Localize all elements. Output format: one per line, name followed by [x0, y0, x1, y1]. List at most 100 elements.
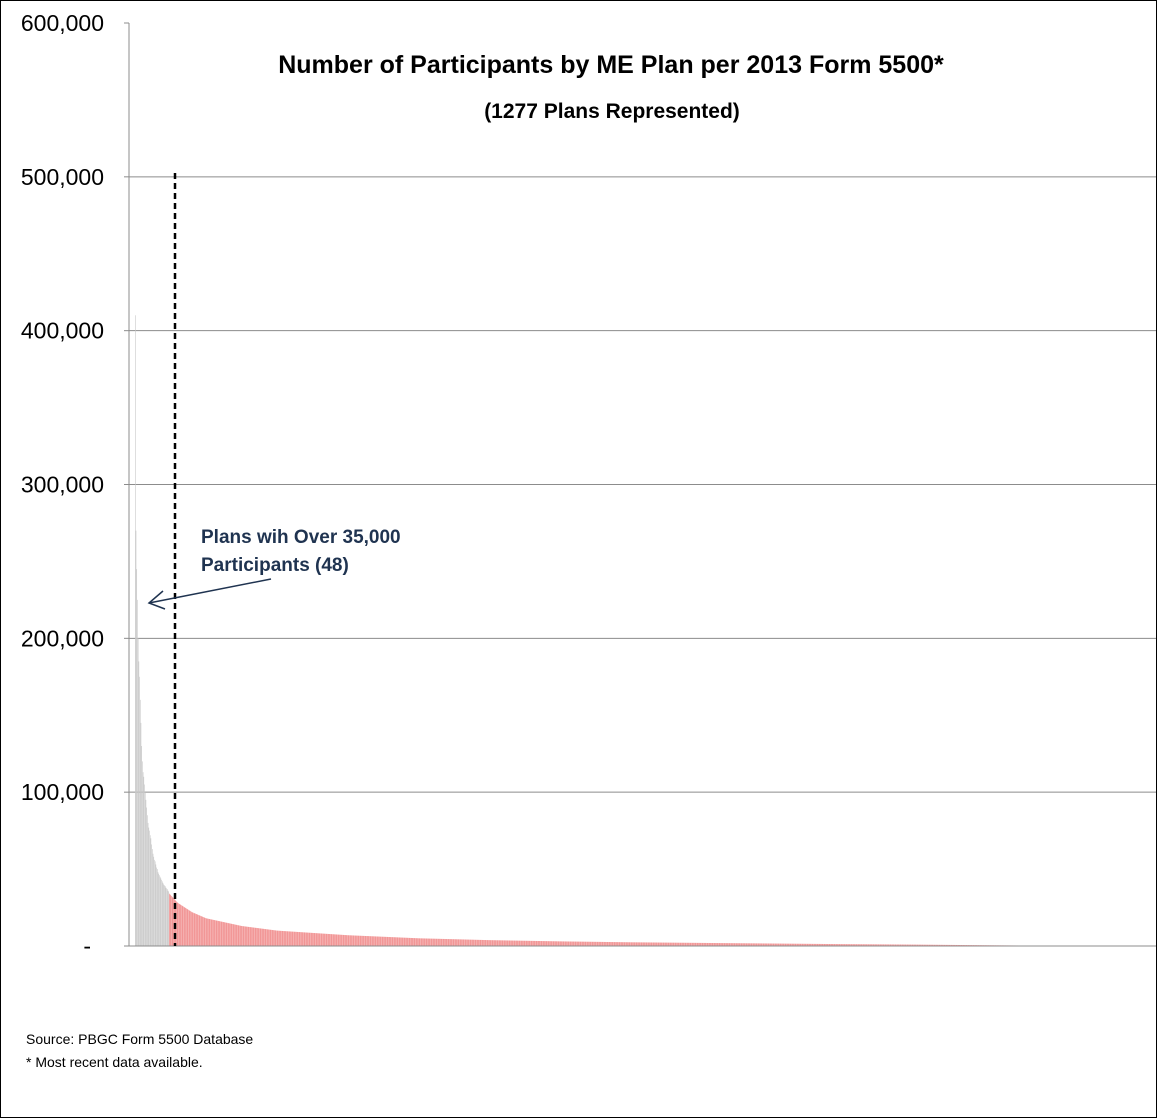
- small-plan-bar: [633, 942, 634, 946]
- small-plan-bar: [442, 938, 443, 946]
- small-plan-bar: [306, 932, 308, 946]
- small-plan-bar: [680, 942, 682, 946]
- small-plan-bar: [335, 934, 336, 946]
- small-plan-bar: [843, 944, 845, 946]
- small-plan-bar: [218, 921, 220, 946]
- small-plan-bar: [710, 942, 711, 946]
- small-plan-bar: [598, 941, 599, 946]
- small-plan-bar: [298, 932, 299, 946]
- small-plan-bar: [542, 941, 544, 946]
- small-plan-bar: [580, 941, 582, 946]
- small-plan-bar: [262, 928, 263, 946]
- small-plan-bar: [572, 941, 573, 946]
- small-plan-bar: [740, 943, 741, 946]
- small-plan-bar: [462, 939, 463, 946]
- small-plan-bar: [229, 923, 230, 946]
- small-plan-bar: [788, 943, 790, 946]
- small-plan-bar: [767, 943, 769, 946]
- small-plan-bar: [546, 941, 548, 946]
- small-plan-bar: [225, 922, 227, 946]
- small-plan-bar: [364, 935, 365, 946]
- small-plan-bar: [242, 926, 244, 946]
- small-plan-bar: [564, 941, 566, 946]
- small-plan-bar: [362, 935, 364, 946]
- small-plan-bar: [169, 894, 171, 946]
- small-plan-bar: [542, 941, 543, 946]
- small-plan-bar: [489, 940, 491, 946]
- small-plan-bar: [955, 944, 956, 946]
- small-plan-bar: [756, 943, 758, 946]
- small-plan-bar: [375, 936, 377, 946]
- small-plan-bar: [525, 940, 526, 946]
- small-plan-bar: [520, 940, 521, 946]
- small-plan-bar: [786, 943, 787, 946]
- small-plan-bar: [342, 934, 344, 946]
- small-plan-bar: [467, 939, 469, 946]
- small-plan-bar: [561, 941, 562, 946]
- small-plan-bar: [718, 943, 719, 946]
- small-plan-bar: [425, 938, 427, 946]
- small-plan-bar: [846, 944, 848, 946]
- small-plan-bar: [769, 943, 770, 946]
- small-plan-bar: [592, 941, 594, 946]
- small-plan-bar: [826, 944, 828, 946]
- small-plan-bar: [562, 941, 564, 946]
- small-plan-bar: [752, 943, 753, 946]
- small-plan-bar: [494, 940, 496, 946]
- small-plan-bar: [548, 941, 550, 946]
- small-plan-bar: [406, 937, 407, 946]
- small-plan-bar: [865, 944, 866, 946]
- small-plan-bar: [462, 939, 464, 946]
- small-plan-bar: [301, 932, 302, 946]
- small-plan-bar: [932, 944, 934, 946]
- small-plan-bar: [210, 919, 211, 946]
- small-plan-bar: [472, 939, 473, 946]
- small-plan-bar: [627, 942, 628, 946]
- small-plan-bar: [586, 941, 588, 946]
- small-plan-bar: [655, 942, 656, 946]
- small-plan-bar: [746, 943, 748, 946]
- small-plan-bar: [833, 944, 835, 946]
- small-plan-bar: [606, 941, 607, 946]
- small-plan-bar: [277, 930, 279, 946]
- annotation-line-2: Participants (48): [201, 555, 349, 576]
- small-plan-bar: [837, 944, 838, 946]
- small-plan-bar: [922, 944, 924, 946]
- small-plan-bar: [237, 925, 239, 946]
- small-plan-bar: [824, 943, 826, 946]
- small-plan-bar: [918, 944, 920, 946]
- small-plan-bar: [426, 938, 428, 946]
- small-plan-bar: [501, 940, 503, 946]
- small-plan-bar: [325, 933, 326, 946]
- small-plan-bar: [288, 931, 290, 946]
- small-plan-bar: [275, 930, 277, 946]
- small-plan-bar: [629, 942, 631, 946]
- annotation-arrow-icon: [147, 578, 272, 610]
- small-plan-bar: [457, 939, 459, 946]
- small-plan-bar: [876, 944, 877, 946]
- small-plan-bar: [909, 944, 911, 946]
- small-plan-bar: [433, 938, 435, 946]
- small-plan-bar: [926, 944, 927, 946]
- small-plan-bar: [869, 944, 870, 946]
- large-plan-bar: [158, 873, 160, 946]
- small-plan-bar: [381, 936, 382, 946]
- small-plan-bar: [811, 943, 813, 946]
- small-plan-bar: [527, 940, 528, 946]
- small-plan-bar: [200, 915, 201, 946]
- small-plan-bar: [821, 943, 822, 946]
- y-axis-tick-labels: - 100,000 200,000 300,000 400,000 500,000 600,…: [21, 10, 104, 959]
- small-plan-bar: [419, 938, 421, 946]
- small-plan-bar: [410, 937, 412, 946]
- small-plan-bar: [190, 911, 191, 946]
- small-plan-bar: [677, 942, 679, 946]
- small-plan-bar: [630, 942, 632, 946]
- small-plan-bar: [272, 930, 274, 946]
- small-plan-bar: [703, 942, 704, 946]
- small-plan-bar: [305, 932, 307, 946]
- small-plan-bar: [323, 933, 324, 946]
- small-plan-bar: [870, 944, 872, 946]
- small-plan-bar: [362, 935, 363, 946]
- small-plan-bar: [723, 943, 725, 946]
- small-plan-bar: [470, 939, 472, 946]
